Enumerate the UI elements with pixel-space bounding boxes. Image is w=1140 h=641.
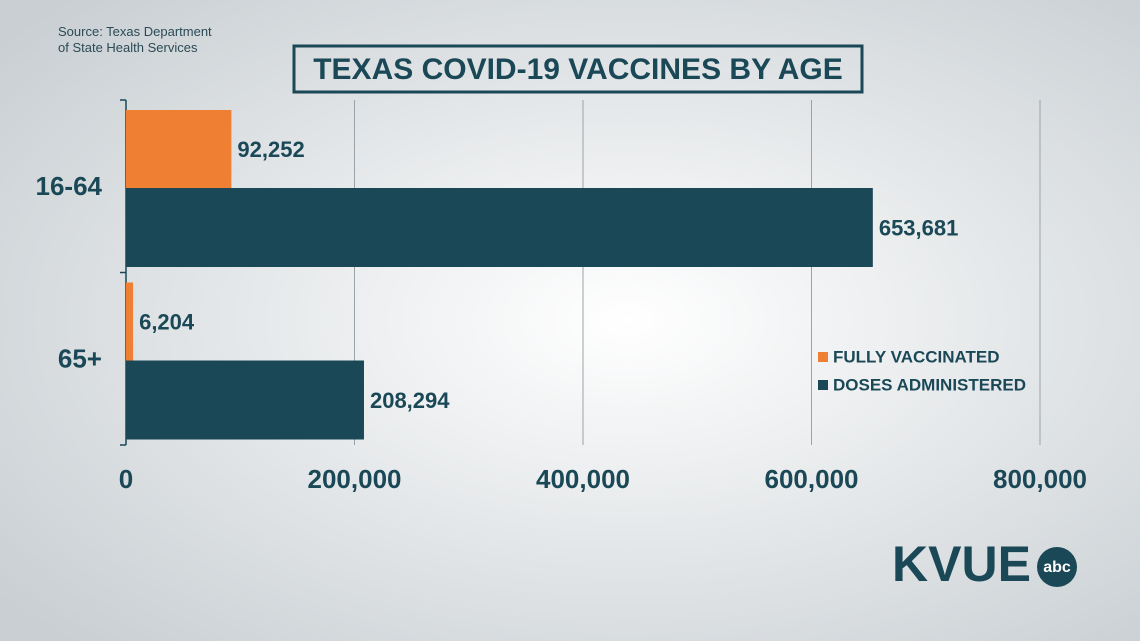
x-tick-label: 600,000 <box>765 464 859 494</box>
legend-label: DOSES ADMINISTERED <box>833 375 1026 394</box>
value-label: 653,681 <box>879 215 959 240</box>
x-tick-label: 200,000 <box>308 464 402 494</box>
logo-badge: abc <box>1043 559 1071 576</box>
value-label: 92,252 <box>237 137 304 162</box>
logo-badge-circle <box>1037 547 1077 587</box>
source: Source: Texas Department of State Health … <box>58 24 212 55</box>
x-tick-label: 0 <box>119 464 133 494</box>
logo: KVUE <box>892 536 1031 592</box>
legend-swatch <box>818 380 828 390</box>
y-tick-label: 65+ <box>58 344 102 374</box>
legend-label: FULLY VACCINATED <box>833 347 1000 366</box>
x-tick-label: 400,000 <box>536 464 630 494</box>
value-label: 208,294 <box>370 388 450 413</box>
title-box <box>292 44 864 94</box>
bar <box>126 360 364 440</box>
bar <box>126 282 134 361</box>
bar <box>126 110 232 188</box>
value-label: 6,204 <box>139 309 195 334</box>
y-tick-label: 16-64 <box>36 171 103 201</box>
chart-title: TEXAS COVID-19 VACCINES BY AGE <box>313 53 843 86</box>
x-tick-label: 800,000 <box>993 464 1087 494</box>
bar <box>126 188 873 267</box>
legend-swatch <box>818 352 828 362</box>
